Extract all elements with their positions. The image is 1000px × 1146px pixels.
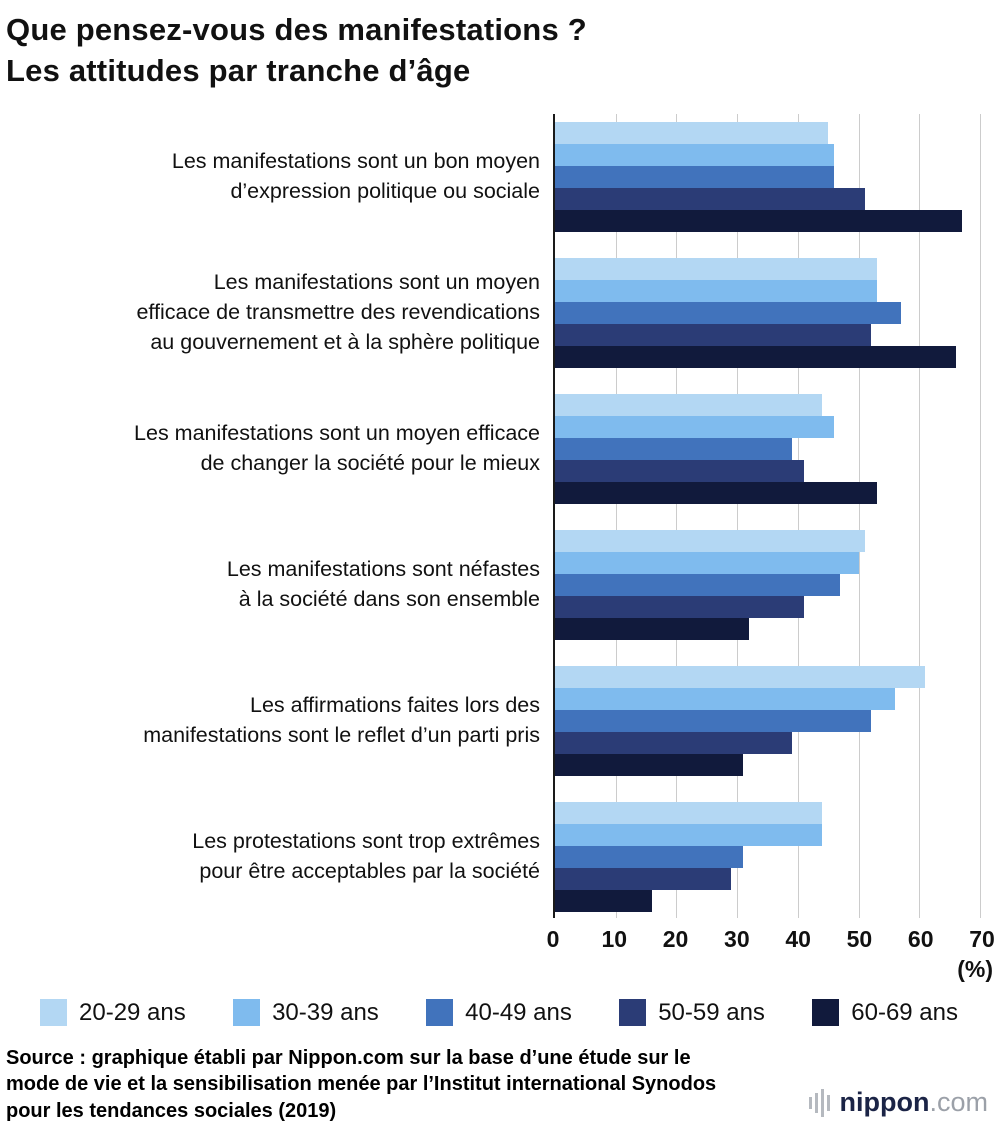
- x-axis-unit: (%): [957, 955, 993, 982]
- x-axis: 0 10 20 30 40 50 60 70: [547, 918, 995, 952]
- gridline: [737, 113, 739, 918]
- bar-50-59ans: [555, 323, 871, 346]
- source-note: Source : graphique établi par Nippon.com…: [6, 1046, 717, 1122]
- legend: 20-29 ans 30-39 ans 40-49 ans 50-59 ans 60-6…: [6, 999, 992, 1027]
- legend-label: 30-39 ans: [272, 998, 379, 1026]
- bar-40-49ans: [555, 437, 792, 460]
- bar-20-29ans: [555, 801, 823, 824]
- bar-20-29ans: [555, 393, 823, 416]
- legend-label: 50-59 ans: [658, 998, 765, 1026]
- x-tick: 10: [601, 925, 628, 952]
- chart-title-line2: Les attitudes par tranche d’âge: [6, 52, 471, 88]
- category-label: Les manifestations sont néfastes à la so…: [226, 557, 540, 611]
- bar-group: [555, 529, 980, 640]
- footer: Source : graphique établi par Nippon.com…: [6, 1045, 992, 1125]
- bar-group: [555, 393, 980, 504]
- gridline: [858, 113, 860, 918]
- legend-label: 40-49 ans: [465, 998, 572, 1026]
- bar-20-29ans: [555, 121, 829, 144]
- nippon-logo-name: nippon: [839, 1087, 930, 1118]
- bar-30-39ans: [555, 687, 895, 710]
- bar-group: [555, 121, 980, 232]
- nippon-logo-suffix: .com: [929, 1087, 988, 1118]
- bar-60-69ans: [555, 753, 744, 776]
- legend-label: 60-69 ans: [851, 998, 958, 1026]
- bar-60-69ans: [555, 345, 956, 368]
- bar-group: [555, 801, 980, 912]
- category-label: Les manifestations sont un moyen efficac…: [134, 421, 540, 475]
- x-tick: 20: [662, 925, 689, 952]
- bar-30-39ans: [555, 551, 859, 574]
- legend-item: 30-39 ans: [233, 999, 379, 1027]
- legend-swatch: [812, 999, 840, 1027]
- legend-swatch: [40, 999, 67, 1027]
- legend-item: 60-69 ans: [812, 999, 958, 1027]
- bar-chart: Les manifestations sont un bon moyen d’e…: [6, 113, 995, 983]
- bar-40-49ans: [555, 165, 835, 188]
- bar-40-49ans: [555, 709, 871, 732]
- nippon-logo-icon: [808, 1088, 830, 1117]
- gridline: [980, 113, 981, 918]
- bar-60-69ans: [555, 209, 962, 232]
- legend-swatch: [233, 999, 261, 1027]
- x-tick: 40: [785, 925, 811, 952]
- legend-item: 40-49 ans: [426, 999, 572, 1027]
- legend-label: 20-29 ans: [79, 998, 186, 1026]
- x-tick: 30: [724, 925, 750, 952]
- bar-60-69ans: [555, 889, 653, 912]
- x-tick: 50: [846, 925, 873, 952]
- bar-50-59ans: [555, 187, 865, 210]
- legend-swatch: [619, 999, 647, 1027]
- bar-40-49ans: [555, 573, 841, 596]
- bar-30-39ans: [555, 279, 877, 302]
- gridline: [676, 113, 678, 918]
- category-label: Les manifestations sont un moyen efficac…: [136, 270, 540, 354]
- category-label: Les affirmations faites lors des manifes…: [143, 693, 540, 747]
- x-tick: 0: [546, 925, 560, 952]
- gridline: [919, 113, 921, 918]
- bar-20-29ans: [555, 529, 865, 552]
- legend-swatch: [426, 999, 454, 1027]
- bar-20-29ans: [555, 257, 877, 280]
- bar-60-69ans: [555, 481, 877, 504]
- category-label: Les manifestations sont un bon moyen d’e…: [171, 149, 540, 203]
- bar-40-49ans: [555, 845, 744, 868]
- chart-title: Que pensez-vous des manifestations ? Les…: [6, 10, 992, 92]
- x-tick: 60: [907, 925, 934, 952]
- legend-item: 50-59 ans: [619, 999, 765, 1027]
- bar-50-59ans: [555, 595, 804, 618]
- chart-title-line1: Que pensez-vous des manifestations ?: [6, 12, 587, 47]
- bar-20-29ans: [555, 665, 926, 688]
- category-labels: Les manifestations sont un bon moyen d’e…: [6, 114, 553, 918]
- gridline: [797, 113, 799, 918]
- bar-50-59ans: [555, 867, 732, 890]
- nippon-logo-text: nippon.com: [840, 1087, 988, 1118]
- bar-40-49ans: [555, 301, 902, 324]
- x-tick: 70: [969, 925, 995, 952]
- bar-30-39ans: [555, 143, 835, 166]
- legend-item: 20-29 ans: [40, 999, 186, 1027]
- gridline: [615, 113, 617, 918]
- bar-30-39ans: [555, 823, 823, 846]
- bar-50-59ans: [555, 459, 804, 482]
- category-label: Les protestations sont trop extrêmes pou…: [192, 829, 540, 883]
- bar-group: [555, 257, 980, 368]
- bar-50-59ans: [555, 731, 792, 754]
- plot-area: [553, 113, 981, 918]
- nippon-logo: nippon.com: [808, 1087, 988, 1125]
- bar-group: [555, 665, 980, 776]
- bar-30-39ans: [555, 415, 835, 438]
- bar-60-69ans: [555, 617, 750, 640]
